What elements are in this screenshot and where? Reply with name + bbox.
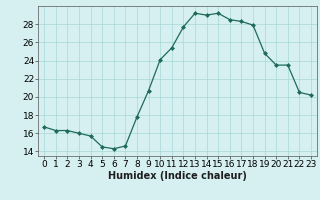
X-axis label: Humidex (Indice chaleur): Humidex (Indice chaleur) [108,171,247,181]
